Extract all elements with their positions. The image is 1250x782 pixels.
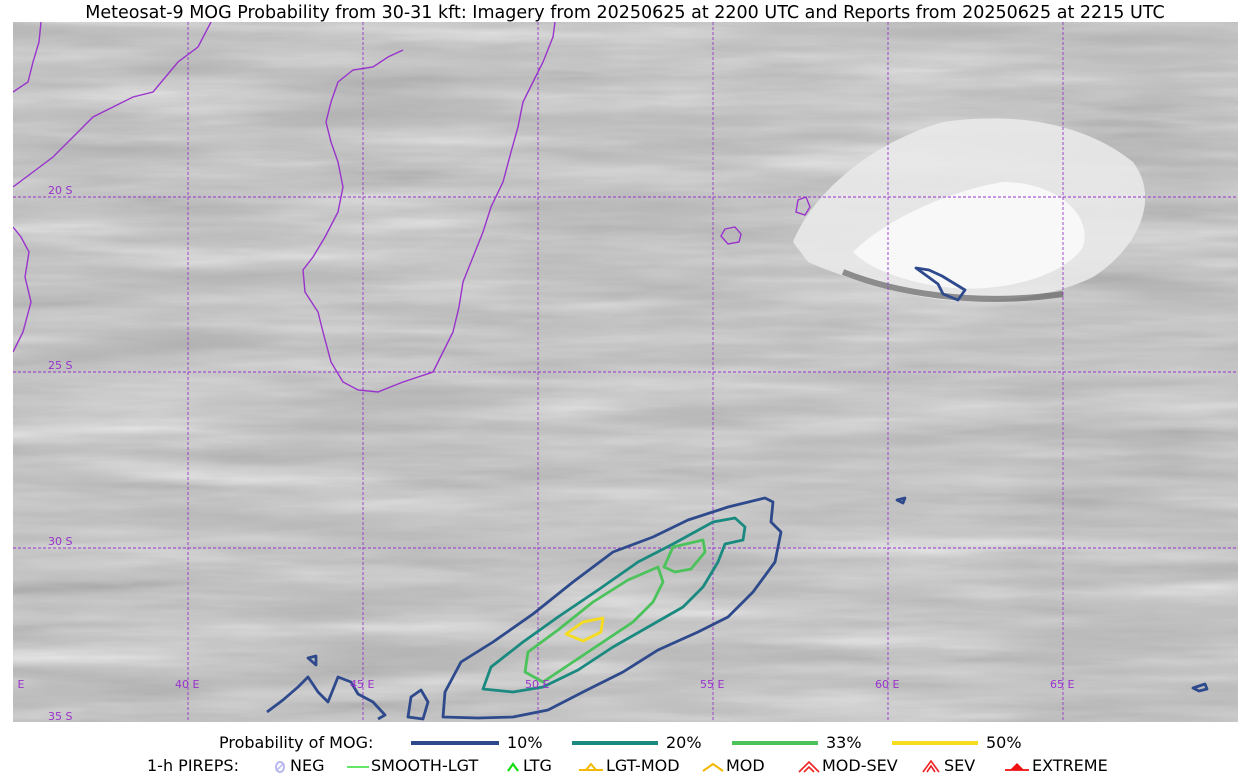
lon-label-65e: 65 E xyxy=(1050,678,1074,691)
contour-10-small-c xyxy=(406,688,430,721)
contour-33 xyxy=(523,565,665,684)
lon-label-50e: 50 E xyxy=(525,678,549,691)
lon-label-40e: 40 E xyxy=(175,678,199,691)
madagascar-coast xyxy=(302,22,556,393)
legend-item-neg: NEG xyxy=(272,756,324,775)
legend-item-extreme: EXTREME xyxy=(1004,756,1108,775)
contour-10-small-d xyxy=(895,496,907,505)
lat-label-30s: 30 S xyxy=(48,535,72,548)
contour-10-small-f xyxy=(306,654,318,667)
lat-lon-grid xyxy=(13,22,1238,722)
lon-label-35e: 35 E xyxy=(13,678,24,691)
lon-label-60e: 60 E xyxy=(875,678,899,691)
lon-label-45e: 45 E xyxy=(350,678,374,691)
legend-item-20: 20% xyxy=(572,733,702,752)
lat-label-20s: 20 S xyxy=(48,184,72,197)
contour-10-small-e xyxy=(1191,682,1209,693)
legend-item-smooth-lgt: SMOOTH-LGT xyxy=(347,756,478,775)
contour-20 xyxy=(481,516,747,694)
swatch-50 xyxy=(892,740,978,745)
line-icon xyxy=(347,765,369,768)
legend-item-33: 33% xyxy=(732,733,862,752)
map-title: Meteosat-9 MOG Probability from 30-31 kf… xyxy=(85,3,1165,23)
africa-coast xyxy=(13,22,212,188)
neg-circle-icon xyxy=(275,760,285,773)
cloud-mass xyxy=(793,118,1146,302)
legend-item-sev: SEV xyxy=(920,756,975,775)
contour-50 xyxy=(564,616,605,643)
legend-item-lgt-mod: LGT-MOD xyxy=(578,756,680,775)
caret-icon xyxy=(507,761,519,772)
double-caret-icon xyxy=(798,760,820,773)
legend-item-ltg: LTG xyxy=(505,756,552,775)
swatch-10 xyxy=(411,740,499,745)
pireps-legend-label: 1-h PIREPS: xyxy=(147,756,239,775)
lat-label-35s: 35 S xyxy=(48,710,72,722)
legend-item-mod: MOD xyxy=(702,756,765,775)
swatch-20 xyxy=(572,740,658,745)
contour-10-small-a xyxy=(914,266,967,302)
lon-labels: 35 E 40 E 45 E 50 E 55 E 60 E 65 E xyxy=(13,678,1074,691)
contour-10 xyxy=(441,496,783,720)
lat-label-25s: 25 S xyxy=(48,359,72,372)
double-caret-icon xyxy=(922,759,940,772)
legend-item-mod-sev: MOD-SEV xyxy=(798,756,898,775)
legend-item-10: 10% xyxy=(411,733,543,752)
caret-bar-icon xyxy=(579,761,603,771)
caret-icon xyxy=(702,762,724,772)
lon-label-55e: 55 E xyxy=(700,678,724,691)
probability-legend-label: Probability of MOG: xyxy=(219,733,374,752)
reunion-island xyxy=(720,226,742,245)
mog-probability-contours xyxy=(266,266,1209,721)
mauritius-island xyxy=(795,196,811,216)
lat-labels: 20 S 25 S 30 S 35 S xyxy=(48,184,72,722)
swatch-33 xyxy=(732,740,818,745)
mozambique-coast xyxy=(13,226,32,353)
contour-33-small xyxy=(662,538,707,574)
legend-item-50: 50% xyxy=(892,733,1022,752)
satellite-map: 20 S 25 S 30 S 35 S 35 E 40 E 45 E 50 E … xyxy=(13,22,1238,722)
coastlines xyxy=(13,22,811,393)
filled-caret-icon xyxy=(1005,762,1029,771)
contour-10-small-b xyxy=(266,675,387,721)
